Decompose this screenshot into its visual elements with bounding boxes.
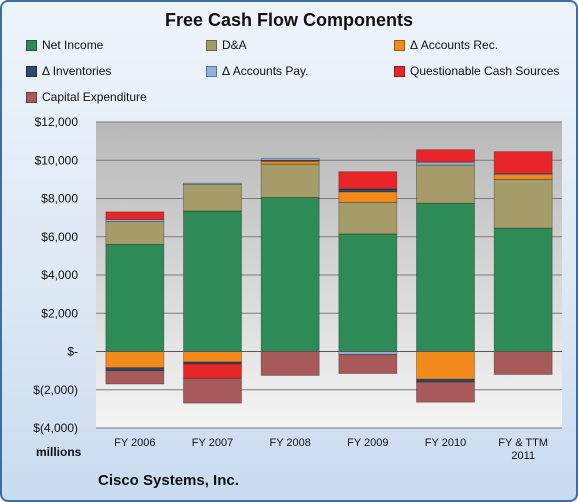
bar-segment [183, 210, 242, 352]
bar-segment [105, 367, 165, 372]
bar-segment [416, 378, 475, 383]
y-tick-label: $8,000 [41, 192, 78, 206]
bar-segment [416, 202, 475, 352]
x-tick-label: FY 2009 [347, 437, 388, 449]
legend-item: Δ Inventories [26, 64, 111, 78]
bar-segment [183, 363, 242, 379]
legend-swatch [26, 91, 37, 103]
bar-segment [493, 178, 553, 229]
y-tick-label: $10,000 [35, 153, 79, 167]
bar-segment [183, 351, 242, 363]
bar-segment [338, 233, 398, 352]
company-name: Cisco Systems, Inc. [98, 472, 239, 489]
bar-segment [105, 243, 165, 352]
bar-segment [105, 351, 165, 369]
legend-swatch [26, 65, 37, 77]
bar-segment [416, 351, 475, 380]
legend-swatch [206, 39, 217, 51]
chart-title: Free Cash Flow Components [164, 10, 414, 30]
bar-segment [338, 191, 398, 203]
y-tick-label: $6,000 [41, 230, 78, 244]
legend-item: Δ Accounts Rec. [394, 38, 498, 52]
y-tick-label: $12,000 [35, 115, 79, 129]
y-tick-label: $2,000 [41, 306, 78, 320]
x-tick-label: FY 2006 [114, 437, 155, 449]
bar-segment [105, 221, 165, 245]
bar-segment [416, 381, 475, 403]
bar-segment [338, 171, 398, 190]
x-tick-label: FY & TTM [498, 437, 548, 449]
legend-label: Capital Expenditure [42, 90, 147, 104]
bar-segment [183, 182, 242, 185]
y-tick-label: $- [67, 345, 78, 359]
bar-segment [105, 219, 165, 222]
bar-segment [105, 370, 165, 385]
bar-segment [416, 149, 475, 163]
legend-label: D&A [222, 38, 247, 52]
legend-label: Δ Inventories [42, 64, 112, 78]
bar-segment [183, 183, 242, 212]
bar-segment [493, 351, 553, 375]
legend-label: Questionable Cash Sources [410, 64, 560, 78]
bar-segment [416, 164, 475, 204]
bar-segment [493, 151, 553, 175]
y-tick-label: $(4,000) [33, 421, 78, 435]
bar-segment [338, 201, 398, 235]
legend-item: Capital Expenditure [26, 90, 147, 104]
bar-segment [260, 163, 320, 198]
x-tick-label: 2011 [511, 450, 535, 462]
bar-segment [338, 188, 398, 193]
legend-item: Questionable Cash Sources [394, 64, 559, 78]
legend-label: Δ Accounts Pay. [222, 64, 309, 78]
bar-segment [260, 197, 320, 352]
legend-swatch [206, 65, 217, 77]
legend-label: Net Income [42, 38, 104, 52]
legend-swatch [394, 65, 405, 77]
legend-label: Δ Accounts Rec. [410, 38, 499, 52]
legend-swatch [26, 39, 37, 51]
bar-segment [493, 174, 553, 180]
y-tick-label: $4,000 [41, 268, 78, 282]
y-tick-label: $(2,000) [33, 383, 78, 397]
legend-swatch [394, 39, 405, 51]
bar-segment [260, 351, 320, 376]
bar-segment [416, 161, 475, 166]
x-tick-label: FY 2010 [425, 437, 466, 449]
bar-segment [105, 211, 165, 220]
bar-segment [260, 157, 320, 161]
legend-item: D&A [206, 38, 247, 52]
bar-segment [493, 227, 553, 352]
bar-segment [338, 353, 398, 374]
x-tick-label: FY 2008 [269, 437, 310, 449]
units-label: millions [36, 445, 82, 459]
legend-item: Δ Accounts Pay. [206, 64, 309, 78]
x-tick-label: FY 2007 [192, 437, 233, 449]
legend-item: Net Income [26, 38, 103, 52]
bar-segment [183, 377, 242, 404]
